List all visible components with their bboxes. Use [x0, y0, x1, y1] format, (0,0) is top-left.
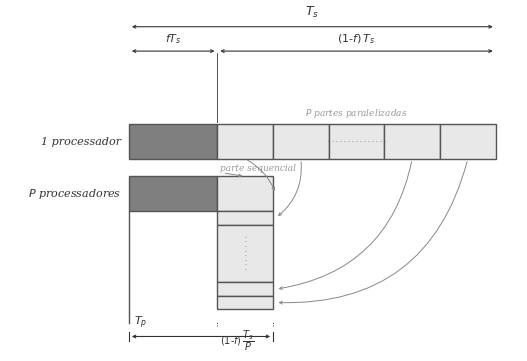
Bar [440, 124, 495, 159]
Text: $P$ partes paralelizadas: $P$ partes paralelizadas [305, 107, 408, 120]
Text: ·
·
·
·
·
·
·
·: · · · · · · · · [244, 235, 246, 272]
Bar [129, 124, 218, 159]
Bar [218, 296, 273, 309]
Bar [273, 124, 329, 159]
Bar [129, 177, 218, 211]
Text: $(1\text{-}f)\,T_s$: $(1\text{-}f)\,T_s$ [337, 32, 376, 46]
Text: $T_s$: $T_s$ [305, 5, 319, 21]
Text: $(1\text{-}f)\,\dfrac{T_s}{P}$: $(1\text{-}f)\,\dfrac{T_s}{P}$ [220, 328, 254, 353]
Text: 1 processador: 1 processador [41, 136, 121, 147]
Bar [218, 124, 273, 159]
Text: $P$ processadores: $P$ processadores [28, 187, 121, 201]
Bar [218, 211, 273, 225]
Bar [218, 225, 273, 282]
Bar [218, 282, 273, 296]
Bar [384, 124, 440, 159]
Text: · · · · · · · · · · · · · · ·: · · · · · · · · · · · · · · · [327, 139, 386, 144]
Bar [218, 177, 273, 211]
Bar [329, 124, 384, 159]
Text: $T_p$: $T_p$ [134, 314, 148, 331]
Text: parte sequencial: parte sequencial [220, 164, 296, 173]
Text: $fT_s$: $fT_s$ [165, 32, 181, 46]
